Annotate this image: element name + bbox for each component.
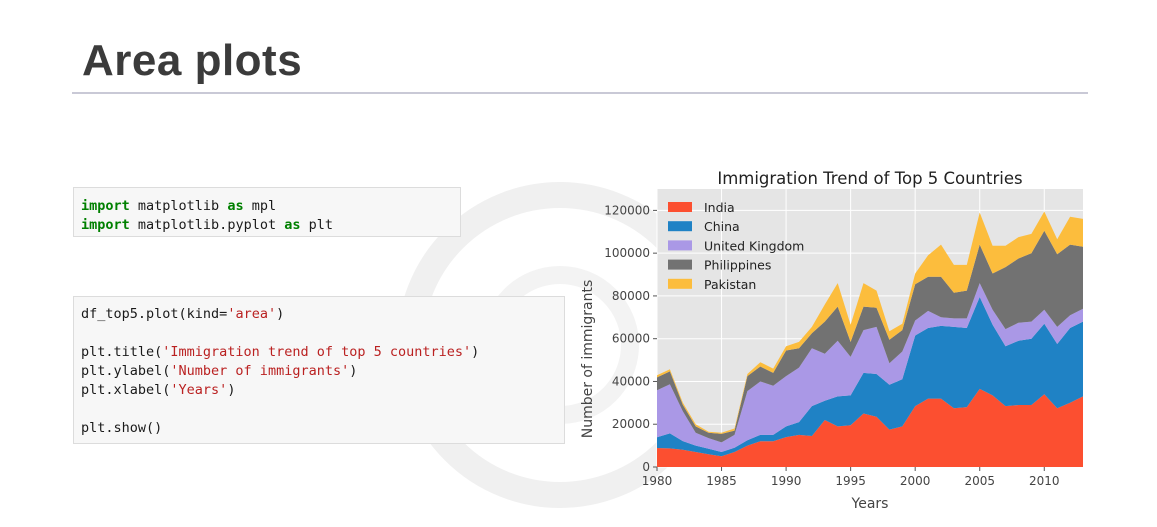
x-axis-label: Years (851, 496, 889, 512)
code-line: plt.ylabel('Number of immigrants') (81, 363, 358, 379)
x-tick-label: 2010 (1029, 474, 1060, 488)
legend-swatch (668, 221, 692, 232)
x-tick-label: 1980 (642, 474, 673, 488)
area-united-kingdom (657, 283, 1083, 452)
legend-swatch (668, 240, 692, 251)
code-cell-plot[interactable]: df_top5.plot(kind='area') plt.title('Imm… (73, 296, 565, 444)
x-tick-label: 2000 (900, 474, 931, 488)
chart-title: Immigration Trend of Top 5 Countries (717, 169, 1022, 188)
area-series (657, 211, 1083, 467)
code-line: df_top5.plot(kind='area') (81, 306, 285, 322)
legend-swatch (668, 259, 692, 270)
y-tick-label: 120000 (604, 203, 650, 217)
area-india (657, 388, 1083, 467)
legend-label: India (704, 200, 735, 215)
legend-swatch (668, 202, 692, 212)
y-tick-label: 40000 (612, 374, 650, 388)
x-tick-label: 1985 (706, 474, 737, 488)
y-tick-label: 0 (642, 460, 650, 474)
legend: India China United Kingdom Philippines Pakis… (668, 200, 804, 292)
code-line: plt.xlabel('Years') (81, 382, 236, 398)
x-tick-label: 2005 (964, 474, 995, 488)
legend-label: China (704, 219, 740, 234)
axes: 1980 1985 1990 1995 2000 2005 2010 0 20000 40000 6… (604, 203, 1059, 488)
code-line: plt.show() (81, 420, 163, 436)
area-philippines (657, 230, 1083, 443)
code-line: import matplotlib.pyplot as plt (81, 217, 333, 233)
area-pakistan (657, 211, 1083, 434)
title-divider (72, 92, 1088, 94)
y-tick-label: 60000 (612, 332, 650, 346)
x-tick-label: 1990 (771, 474, 802, 488)
area-chart: Immigration Trend of Top 5 Countries 198… (568, 160, 1088, 520)
legend-label: United Kingdom (704, 238, 804, 253)
y-tick-label: 100000 (604, 246, 650, 260)
legend-label: Philippines (704, 258, 771, 273)
code-line: plt.title('Immigration trend of top 5 co… (81, 344, 480, 360)
area-china (657, 297, 1083, 457)
y-tick-label: 80000 (612, 289, 650, 303)
slide-title: Area plots (82, 36, 303, 85)
legend-label: Pakistan (704, 277, 756, 292)
code-cell-imports[interactable]: import matplotlib as mpl import matplotl… (73, 187, 461, 237)
chart-svg: Immigration Trend of Top 5 Countries 198… (580, 169, 1083, 512)
code-line: import matplotlib as mpl (81, 198, 277, 214)
y-tick-label: 20000 (612, 417, 650, 431)
legend-swatch (668, 278, 692, 289)
x-tick-label: 1995 (835, 474, 866, 488)
y-axis-label: Number of immigrants (580, 280, 596, 439)
